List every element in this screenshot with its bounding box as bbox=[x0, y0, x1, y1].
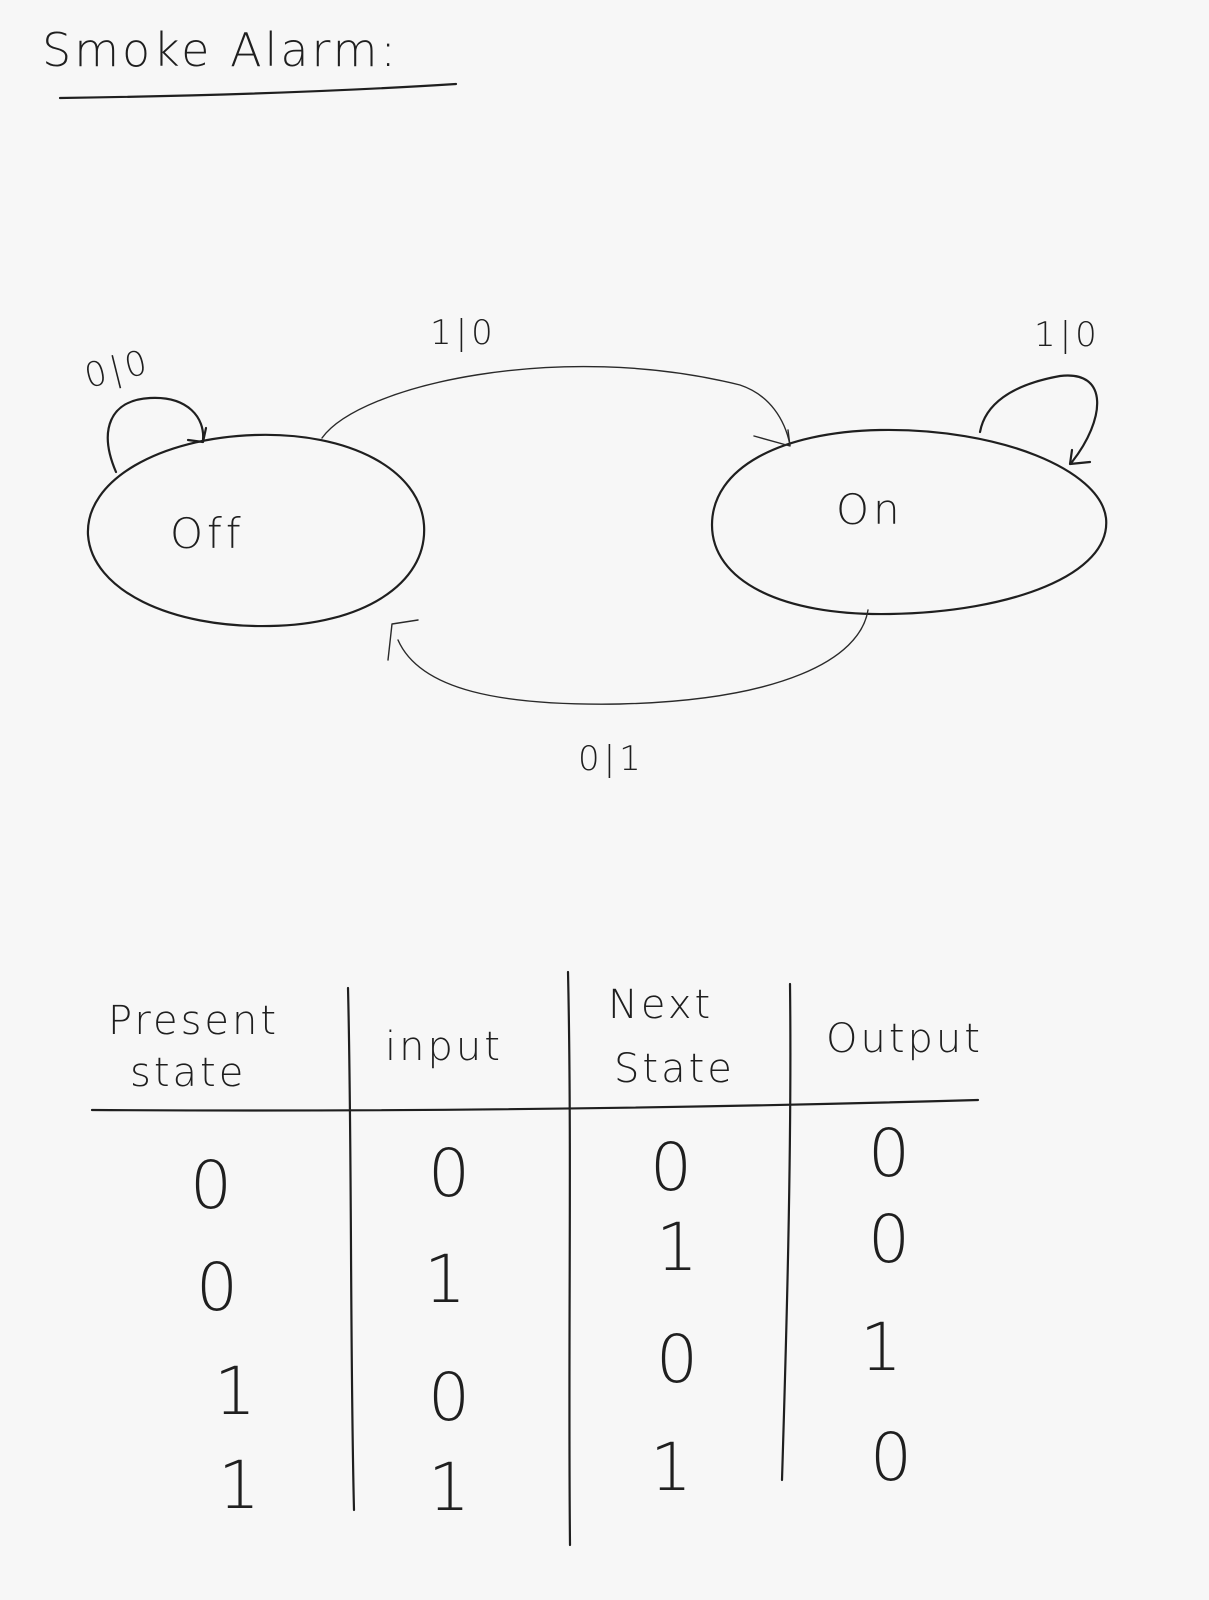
state-off-label: Off bbox=[170, 509, 245, 558]
transition-off-to-on: 1|0 bbox=[321, 313, 791, 447]
cell-output: 1 bbox=[860, 1309, 902, 1386]
table-divider-3 bbox=[780, 982, 792, 1482]
table-row: 0 0 0 0 bbox=[190, 1115, 910, 1224]
off-to-on-label: 1|0 bbox=[430, 313, 497, 353]
cell-input: 0 bbox=[428, 1135, 470, 1212]
state-off-ellipse bbox=[86, 433, 426, 628]
cell-output: 0 bbox=[870, 1419, 912, 1496]
cell-next: 1 bbox=[656, 1209, 698, 1286]
on-self-loop-arc bbox=[978, 374, 1099, 464]
state-on: On bbox=[710, 428, 1108, 616]
state-table-grid bbox=[90, 970, 980, 1547]
transition-off-self: 0|0 bbox=[81, 342, 208, 474]
cell-output: 0 bbox=[868, 1115, 910, 1192]
off-self-loop-arrowhead bbox=[186, 426, 208, 444]
state-off: Off bbox=[86, 433, 426, 628]
page-title: Smoke Alarm: bbox=[42, 23, 399, 77]
table-header-rule bbox=[90, 1098, 980, 1112]
title-underline bbox=[58, 82, 458, 100]
state-table-header: Present state input Next State Output bbox=[108, 982, 983, 1096]
cell-next: 0 bbox=[650, 1129, 692, 1206]
header-present-line1: Present bbox=[108, 998, 279, 1044]
cell-next: 0 bbox=[656, 1321, 698, 1398]
cell-input: 1 bbox=[428, 1449, 470, 1526]
table-row: 1 1 1 0 bbox=[218, 1419, 912, 1526]
on-self-loop-label: 1|0 bbox=[1034, 315, 1101, 355]
on-self-loop-arrowhead bbox=[1068, 448, 1092, 466]
off-to-on-arc bbox=[321, 365, 791, 446]
header-output: Output bbox=[826, 1016, 983, 1062]
on-to-off-arrowhead bbox=[387, 619, 419, 661]
state-table-body: 0 0 0 0 0 1 1 0 1 0 0 1 1 1 1 0 bbox=[190, 1115, 912, 1526]
header-next-line2: State bbox=[614, 1046, 735, 1092]
header-next-line1: Next bbox=[608, 982, 713, 1028]
table-divider-2 bbox=[566, 970, 572, 1547]
on-to-off-arc bbox=[397, 609, 869, 705]
off-to-on-arrowhead bbox=[753, 429, 791, 447]
off-self-loop-arc bbox=[106, 396, 205, 474]
state-on-label: On bbox=[836, 485, 904, 534]
cell-output: 0 bbox=[868, 1201, 910, 1278]
off-self-loop-label: 0|0 bbox=[81, 342, 155, 397]
table-row: 0 1 1 0 bbox=[196, 1201, 910, 1326]
on-to-off-label: 0|1 bbox=[578, 739, 645, 779]
cell-present: 0 bbox=[190, 1147, 232, 1224]
cell-present: 0 bbox=[196, 1249, 238, 1326]
header-present-line2: state bbox=[130, 1050, 246, 1096]
table-divider-1 bbox=[346, 986, 356, 1512]
table-row: 1 0 0 1 bbox=[214, 1309, 902, 1436]
transition-on-self: 1|0 bbox=[978, 315, 1101, 466]
state-on-ellipse bbox=[710, 428, 1108, 616]
cell-input: 1 bbox=[424, 1241, 466, 1318]
transition-on-to-off: 0|1 bbox=[387, 609, 869, 779]
cell-input: 0 bbox=[428, 1359, 470, 1436]
cell-present: 1 bbox=[218, 1447, 260, 1524]
cell-present: 1 bbox=[214, 1353, 256, 1430]
header-input: input bbox=[385, 1024, 503, 1070]
cell-next: 1 bbox=[650, 1429, 692, 1506]
